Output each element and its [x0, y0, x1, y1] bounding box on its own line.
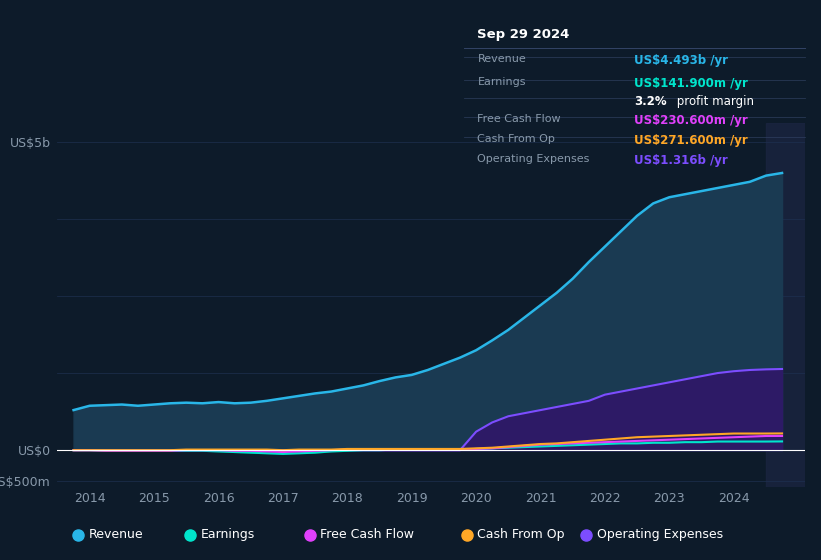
Text: Free Cash Flow: Free Cash Flow	[478, 114, 561, 124]
Text: 3.2%: 3.2%	[635, 95, 667, 108]
Text: Revenue: Revenue	[89, 528, 144, 542]
Text: US$1.316b /yr: US$1.316b /yr	[635, 154, 728, 167]
Text: US$230.600m /yr: US$230.600m /yr	[635, 114, 748, 127]
Text: Operating Expenses: Operating Expenses	[478, 154, 589, 164]
Text: US$4.493b /yr: US$4.493b /yr	[635, 54, 728, 67]
Text: Free Cash Flow: Free Cash Flow	[320, 528, 415, 542]
Text: US$141.900m /yr: US$141.900m /yr	[635, 77, 748, 90]
Text: Earnings: Earnings	[478, 77, 526, 87]
Text: Cash From Op: Cash From Op	[478, 134, 555, 144]
Text: Revenue: Revenue	[478, 54, 526, 64]
Text: Operating Expenses: Operating Expenses	[597, 528, 723, 542]
Text: profit margin: profit margin	[673, 95, 754, 108]
Text: US$271.600m /yr: US$271.600m /yr	[635, 134, 748, 147]
Bar	[766, 123, 805, 487]
Text: Sep 29 2024: Sep 29 2024	[478, 27, 570, 40]
Text: Earnings: Earnings	[201, 528, 255, 542]
Text: Cash From Op: Cash From Op	[477, 528, 565, 542]
